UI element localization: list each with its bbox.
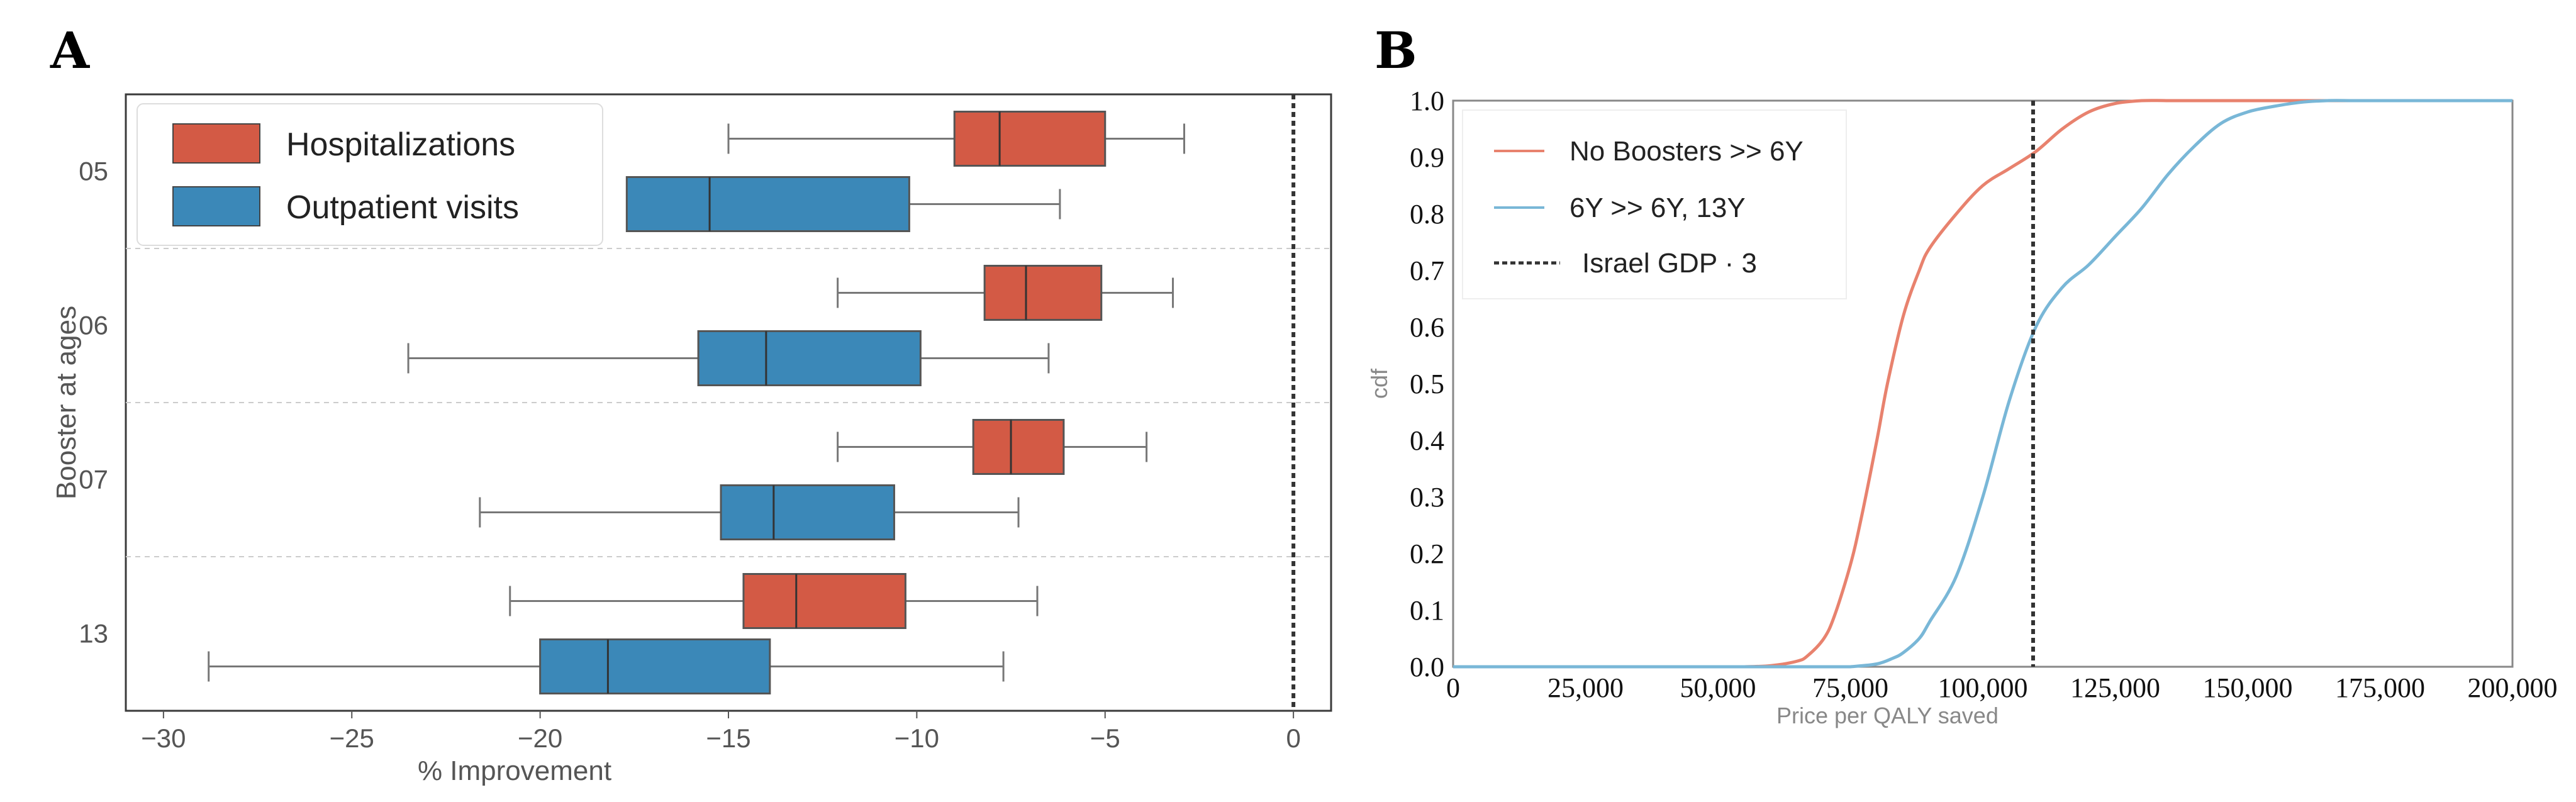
panel-a-x-axis-label: % Improvement [418,755,611,786]
y-tick-label: 0.1 [1410,595,1444,626]
panel-b-lines [1453,99,2512,669]
panel-a-letter: A [50,21,90,80]
panel-b-legend: No Boosters >> 6Y 6Y >> 6Y, 13Y Israel G… [1462,109,1847,299]
panel-a-boxes [208,111,1185,694]
y-tick-label: 0.6 [1410,312,1444,343]
panel-a-gridlines [126,248,1331,557]
legend-label-israel-gdp: Israel GDP · 3 [1582,248,1757,279]
y-tick-label: 13 [79,619,108,649]
x-tick-label: −25 [330,723,374,753]
panel-b-cdf: 0 25,000 50,000 75,000 100,000 125,000 150,000… [1366,86,2558,728]
panel-b-letter: B [1374,21,1417,80]
box-hospitalizations-05 [953,111,1107,167]
panel-a-legend: Hospitalizations Outpatient visits [137,103,603,246]
y-tick-label: 06 [79,311,108,340]
x-tick-label: −5 [1090,723,1120,753]
box-hospitalizations-13 [742,573,906,629]
cdf-line-6y-13y [1453,99,2512,669]
panel-a-boxplot: −30 −25 −20 −15 −10 −5 0 05 06 07 13 % Improvement… [51,93,1332,786]
x-tick-label: −10 [895,723,939,753]
panel-a-ticks: −30 −25 −20 −15 −10 −5 0 05 06 07 13 [79,157,1301,754]
legend-label-6y-13y: 6Y >> 6Y, 13Y [1570,192,1746,223]
box-hospitalizations-06 [983,265,1103,321]
x-tick-label: 100,000 [1938,672,2028,703]
y-tick-label: 0.3 [1410,482,1444,513]
box-outpatient-visits-07 [720,484,895,540]
x-tick-label: 75,000 [1812,672,1888,703]
box-outpatient-visits-13 [539,638,771,694]
legend-swatch-hospitalizations [172,123,260,164]
x-tick-label: 50,000 [1680,672,1756,703]
panel-a-y-axis-label: Booster at ages [51,306,82,499]
panel-b-y-axis-label: cdf [1366,368,1392,399]
x-tick-label: −30 [141,723,186,753]
y-tick-label: 1.0 [1410,86,1444,116]
x-tick-label: 0 [1286,723,1300,753]
y-tick-label: 0.7 [1410,255,1444,286]
panel-b-x-axis-label: Price per QALY saved [1776,703,1999,728]
x-tick-label: 150,000 [2203,672,2293,703]
x-tick-label: 0 [1446,672,1460,703]
legend-label-outpatient-visits: Outpatient visits [286,189,519,226]
x-tick-label: 125,000 [2070,672,2160,703]
y-tick-label: 0.2 [1410,538,1444,569]
y-tick-label: 0.9 [1410,142,1444,173]
legend-label-hospitalizations: Hospitalizations [286,126,515,163]
panel-b-legend-frame [1462,109,1847,299]
y-tick-label: 0.4 [1410,425,1444,456]
y-tick-label: 0.8 [1410,199,1444,230]
x-tick-label: −20 [518,723,562,753]
x-tick-label: 175,000 [2335,672,2425,703]
y-tick-label: 0.0 [1410,652,1444,682]
cdf-line-no-boosters [1453,99,2512,669]
y-tick-label: 0.5 [1410,369,1444,399]
x-tick-label: 200,000 [2468,672,2558,703]
legend-swatch-outpatient-visits [172,186,260,226]
x-tick-label: −15 [706,723,750,753]
panel-b-ticks: 0 25,000 50,000 75,000 100,000 125,000 150,000… [1410,86,2558,703]
y-tick-label: 05 [79,157,108,186]
box-outpatient-visits-06 [697,330,922,386]
box-outpatient-visits-05 [625,176,910,232]
box-hospitalizations-07 [972,419,1065,475]
y-tick-label: 07 [79,465,108,494]
x-tick-label: 25,000 [1547,672,1624,703]
legend-label-no-boosters: No Boosters >> 6Y [1570,136,1804,167]
